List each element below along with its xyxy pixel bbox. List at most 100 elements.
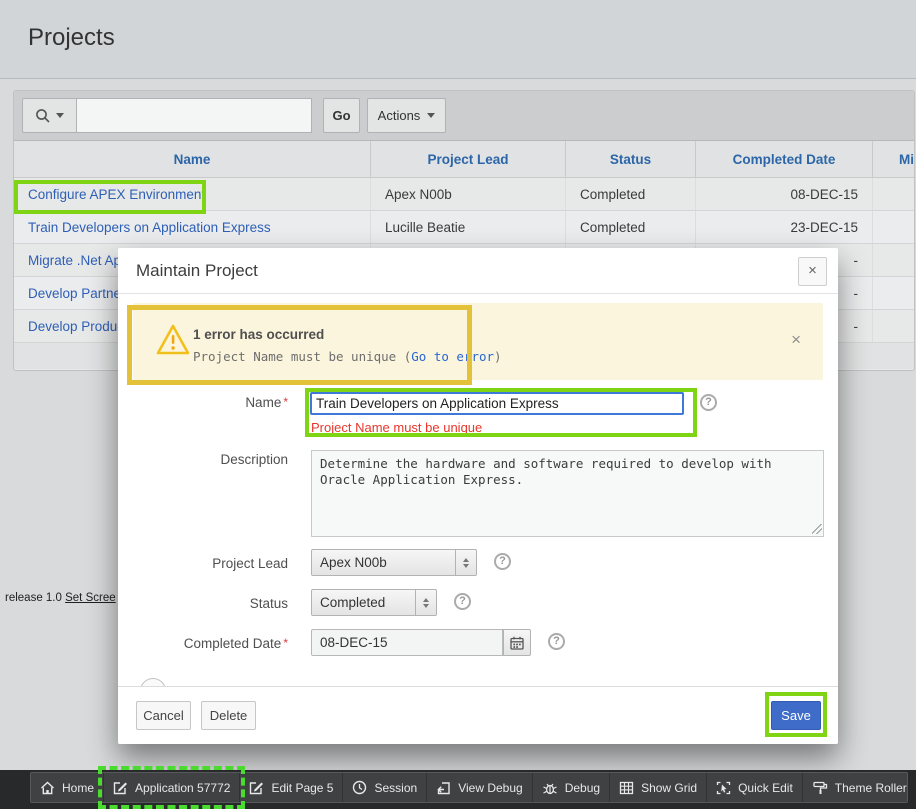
toolbar-home-button[interactable]: Home	[31, 773, 105, 802]
help-icon[interactable]: ?	[548, 633, 565, 650]
toolbar-debug-button[interactable]: Debug	[533, 773, 611, 802]
search-icon	[36, 108, 50, 123]
name-field[interactable]	[310, 392, 684, 415]
release-note: release 1.0 Set Scree	[5, 592, 116, 604]
chevron-down-icon	[56, 113, 64, 118]
completed-date-field[interactable]	[311, 629, 503, 656]
column-header-completed-date[interactable]: Completed Date	[696, 141, 873, 177]
bug-icon	[542, 783, 557, 794]
toolbar-item-label: Home	[62, 780, 95, 795]
column-header-milestones[interactable]: Mi	[899, 151, 914, 167]
cell-completed-date: -	[696, 310, 873, 342]
toolbar-item-label: Session	[374, 780, 418, 795]
save-button[interactable]: Save	[771, 701, 821, 730]
dismiss-notification-icon[interactable]: ×	[791, 330, 801, 349]
project-link[interactable]: Configure APEX Environment	[28, 186, 206, 202]
page-header: Projects	[0, 0, 916, 79]
spinner-arrows-icon	[455, 550, 476, 575]
project-lead-label: Project Lead	[212, 556, 288, 571]
chevron-down-icon	[427, 113, 436, 118]
column-header-status[interactable]: Status	[566, 141, 696, 177]
cell-status: Completed	[566, 211, 696, 243]
toolbar-session-button[interactable]: Session	[343, 773, 428, 802]
project-link[interactable]: Train Developers on Application Express	[28, 219, 271, 235]
close-icon[interactable]: ×	[798, 257, 827, 286]
status-select[interactable]: Completed	[311, 589, 437, 616]
cell-completed-date: -	[696, 277, 873, 309]
column-header-name[interactable]: Name	[14, 141, 371, 177]
developer-toolbar: Home Application 57772 Edit Page 5 Sessi…	[30, 766, 916, 809]
cell-completed-date: 23-DEC-15	[696, 211, 873, 243]
toolbar-item-label: View Debug	[458, 780, 523, 795]
calendar-icon	[510, 636, 524, 650]
cell-completed-date: -	[696, 244, 873, 276]
toolbar-item-label: Application 57772	[135, 780, 231, 795]
project-link[interactable]: Migrate .Net App	[28, 252, 129, 268]
cell-completed-date: 08-DEC-15	[696, 178, 873, 210]
table-row: Train Developers on Application Express …	[14, 211, 914, 244]
screen-reader-mode-link[interactable]: Set Scree	[65, 592, 116, 604]
grid-icon	[619, 781, 634, 794]
cancel-button[interactable]: Cancel	[136, 701, 191, 730]
help-icon[interactable]: ?	[454, 593, 471, 610]
clock-icon	[353, 780, 367, 795]
name-label: Name *	[138, 395, 288, 410]
cell-status: Completed	[566, 178, 696, 210]
cell-project-lead: Lucille Beatie	[371, 211, 566, 243]
toolbar-item-label: Debug	[564, 780, 601, 795]
cell-milestones	[873, 211, 914, 243]
help-icon[interactable]: ?	[494, 553, 511, 570]
status-label: Status	[249, 596, 288, 611]
theme-roller-icon	[813, 781, 827, 794]
actions-button[interactable]: Actions	[367, 98, 446, 133]
page-title: Projects	[28, 24, 115, 51]
help-icon[interactable]: ?	[700, 394, 717, 411]
cell-milestones	[873, 277, 914, 309]
edit-application-icon	[113, 781, 128, 794]
project-link[interactable]: Develop Partner	[28, 285, 126, 301]
toolbar-show-grid-button[interactable]: Show Grid	[610, 773, 708, 802]
toolbar-item-label: Show Grid	[641, 780, 698, 795]
error-message: Project Name must be unique (Go to error…	[193, 349, 502, 364]
completed-date-label-text: Completed Date	[183, 636, 282, 651]
calendar-picker-button[interactable]	[503, 629, 531, 656]
spinner-arrows-icon	[415, 590, 436, 615]
name-label-text: Name	[245, 395, 282, 410]
toolbar-edit-page-button[interactable]: Edit Page 5	[240, 773, 344, 802]
quick-edit-icon	[716, 781, 731, 794]
cell-milestones	[873, 310, 914, 342]
required-marker: *	[283, 395, 288, 409]
project-link[interactable]: Develop Producti	[28, 318, 131, 334]
dialog-footer: Cancel Delete Save	[118, 686, 838, 744]
error-message-suffix: )	[494, 349, 502, 364]
name-inline-error: Project Name must be unique	[311, 420, 483, 435]
delete-button[interactable]: Delete	[201, 701, 256, 730]
edit-page-icon	[250, 781, 264, 794]
completed-date-label: Completed Date *	[138, 636, 288, 651]
toolbar-theme-roller-button[interactable]: Theme Roller	[803, 773, 916, 802]
required-marker: *	[283, 636, 288, 650]
error-title: 1 error has occurred	[193, 327, 325, 342]
project-lead-value: Apex N00b	[320, 555, 387, 570]
project-lead-select[interactable]: Apex N00b	[311, 549, 477, 576]
release-text: release 1.0	[5, 592, 66, 604]
go-to-error-link[interactable]: Go to error	[411, 349, 495, 364]
home-icon	[41, 781, 54, 794]
dialog-header: Maintain Project ×	[118, 248, 838, 294]
toolbar-item-label: Theme Roller	[834, 780, 907, 795]
report-toolbar: Go Actions	[14, 91, 914, 141]
toolbar-view-debug-button[interactable]: View Debug	[427, 773, 533, 802]
toolbar-quick-edit-button[interactable]: Quick Edit	[707, 773, 803, 802]
maintain-project-dialog: Maintain Project × 1 error has occurred …	[118, 248, 838, 744]
report-search-input[interactable]	[77, 98, 312, 133]
search-options-button[interactable]	[22, 98, 77, 133]
column-header-project-lead[interactable]: Project Lead	[371, 141, 566, 177]
warning-icon	[156, 324, 190, 355]
cell-milestones	[873, 244, 914, 276]
toolbar-application-button[interactable]: Application 57772	[98, 766, 246, 809]
error-message-prefix: Project Name must be unique (	[193, 349, 412, 364]
report-header-row: Name Project Lead Status Completed Date …	[14, 141, 914, 178]
description-field[interactable]: Determine the hardware and software requ…	[311, 450, 824, 537]
go-button[interactable]: Go	[323, 98, 360, 133]
